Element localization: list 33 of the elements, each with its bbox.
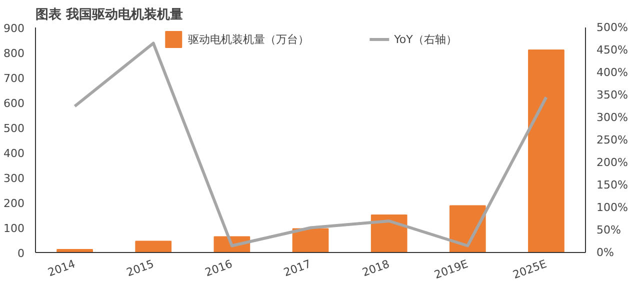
y2-tick-label: 250% bbox=[596, 134, 628, 146]
y2-tick-label: 300% bbox=[596, 111, 628, 124]
y-tick-label: 800 bbox=[4, 47, 25, 60]
y2-tick-label: 100% bbox=[596, 201, 628, 214]
y2-tick-label: 350% bbox=[596, 88, 628, 102]
y-tick-label: 0 bbox=[18, 247, 24, 260]
legend-label: 驱动电机装机量（万台） bbox=[188, 32, 310, 46]
x-tick-label: 2015 bbox=[124, 257, 156, 280]
x-tick-label: 2014 bbox=[46, 257, 78, 280]
y-tick-label: 700 bbox=[4, 72, 25, 85]
y-tick-label: 100 bbox=[4, 222, 25, 235]
bar bbox=[292, 228, 329, 252]
y2-tick-label: 400% bbox=[596, 66, 628, 79]
y-tick-label: 400 bbox=[4, 147, 25, 160]
x-tick-label: 2017 bbox=[282, 257, 313, 280]
y2-tick-label: 50% bbox=[596, 224, 621, 236]
y2-tick-label: 150% bbox=[596, 178, 628, 192]
bar bbox=[528, 50, 564, 252]
bar bbox=[370, 214, 408, 252]
bar bbox=[135, 240, 172, 252]
chart-title: 图表 我国驱动电机装机量 bbox=[36, 6, 184, 22]
y2-tick-label: 450% bbox=[596, 44, 628, 56]
y-tick-label: 500 bbox=[4, 122, 25, 135]
y-tick-label: 600 bbox=[4, 97, 25, 110]
x-tick-label: 2018 bbox=[360, 257, 392, 280]
y-tick-label: 200 bbox=[4, 197, 25, 210]
y-tick-label: 900 bbox=[4, 22, 25, 35]
legend-label: YoY（右轴） bbox=[394, 32, 457, 46]
x-tick-label: 2016 bbox=[203, 257, 234, 280]
y-tick-label: 300 bbox=[4, 172, 25, 185]
y2-tick-label: 0% bbox=[596, 246, 614, 259]
y2-tick-label: 200% bbox=[596, 156, 628, 169]
y2-tick-label: 500% bbox=[596, 21, 628, 34]
